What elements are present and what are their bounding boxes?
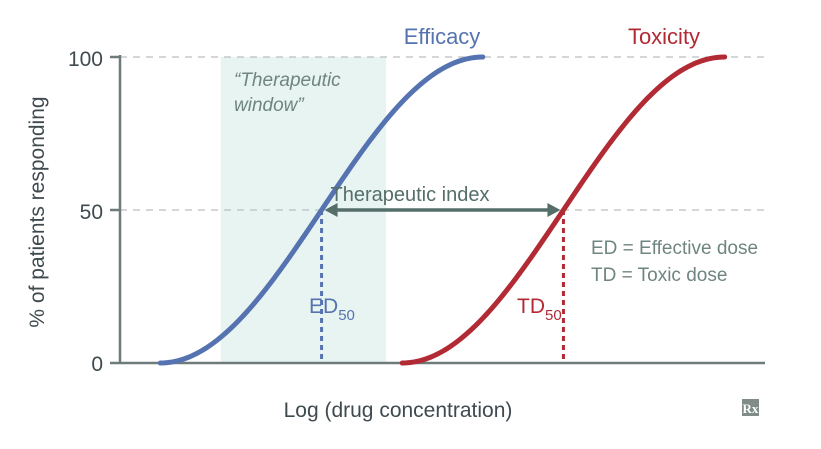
legend-td-definition: TD = Toxic dose — [591, 265, 727, 286]
axes — [110, 55, 765, 365]
y-axis-title: % of patients responding — [26, 96, 49, 327]
therapeutic-index-label: Therapeutic index — [331, 184, 490, 206]
gridlines — [120, 56, 765, 211]
ed50-label: ED50 — [309, 295, 355, 324]
rx-logo-text: Rx — [743, 401, 759, 416]
therapeutic-index-arrowhead-left — [324, 203, 338, 217]
x-axis-title: Log (drug concentration) — [284, 399, 513, 422]
therapeutic-index-arrowhead-right — [547, 203, 561, 217]
y-tick-label-0: 0 — [91, 353, 103, 376]
series-label-efficacy: Efficacy — [404, 24, 481, 49]
td50-label: TD50 — [517, 295, 562, 324]
series-label-toxicity: Toxicity — [628, 24, 700, 49]
y-tick-label-50: 50 — [80, 201, 103, 224]
legend-ed-definition: ED = Effective dose — [591, 238, 758, 259]
therapeutic-window-label-line1: “Therapeutic — [234, 70, 341, 91]
annotations — [320, 203, 565, 363]
therapeutic-window-label-line2: window” — [234, 95, 305, 116]
y-tick-label-100: 100 — [68, 48, 103, 71]
rx-logo: Rx — [742, 399, 759, 416]
